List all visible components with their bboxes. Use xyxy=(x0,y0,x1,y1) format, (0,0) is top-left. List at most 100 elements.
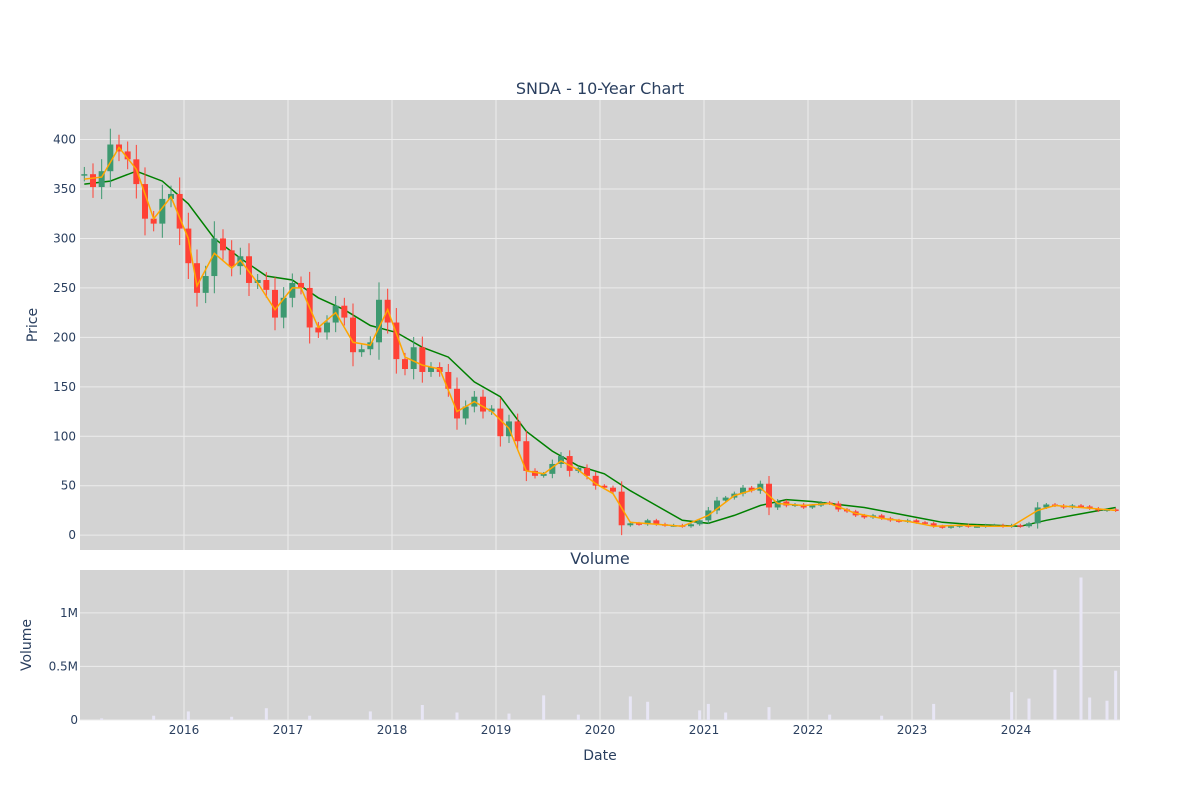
candle-body xyxy=(653,520,660,525)
candle-body xyxy=(714,500,720,511)
price-y-tick-label: 400 xyxy=(53,133,76,147)
x-tick-label: 2020 xyxy=(585,723,616,737)
candle-body xyxy=(107,144,114,172)
volume-bar xyxy=(542,695,546,720)
price-y-axis-label: Price xyxy=(25,308,41,342)
volume-bar xyxy=(932,703,936,720)
candle-body xyxy=(566,456,573,471)
x-axis-label: Date xyxy=(583,748,616,764)
candle-body xyxy=(930,523,937,527)
candle-body xyxy=(410,347,417,370)
candle-body xyxy=(402,359,408,370)
moving-average-short xyxy=(84,146,1116,528)
candle-body xyxy=(1078,505,1084,507)
volume-bar xyxy=(264,708,268,720)
candle-body xyxy=(1034,507,1041,524)
volume-bar xyxy=(576,714,580,720)
volume-chart-title: Volume xyxy=(570,549,630,568)
candle-body xyxy=(298,282,304,288)
x-tick-label: 2022 xyxy=(793,723,824,737)
volume-bar xyxy=(628,696,632,720)
candle-body xyxy=(922,522,928,524)
candle-body xyxy=(194,263,200,293)
volume-bar xyxy=(1088,697,1092,720)
candle-body xyxy=(610,487,616,492)
candle-body xyxy=(81,174,88,176)
candle-body xyxy=(939,526,946,528)
volume-bars xyxy=(100,577,1118,720)
volume-bar xyxy=(507,713,511,720)
candle-body xyxy=(159,198,166,224)
candle-body xyxy=(263,280,270,290)
candle-body xyxy=(644,520,651,525)
candle-body xyxy=(350,317,356,353)
candle-body xyxy=(98,171,105,188)
volume-bar xyxy=(1027,698,1031,720)
candle-body xyxy=(124,151,131,160)
candle-body xyxy=(558,456,564,464)
candle-body xyxy=(774,501,781,508)
volume-bar xyxy=(706,703,710,720)
ma-long-line xyxy=(84,170,1116,528)
candle-body xyxy=(332,305,339,323)
candle-body xyxy=(584,467,590,476)
candle-body xyxy=(636,523,642,525)
volume-y-tick-label: 1M xyxy=(60,606,78,620)
candle-body xyxy=(878,515,885,519)
x-tick-label: 2018 xyxy=(377,723,408,737)
candle-body xyxy=(254,280,261,283)
candle-body xyxy=(1043,504,1050,508)
candle-body xyxy=(246,256,252,283)
candle-body xyxy=(176,193,183,229)
volume-bar xyxy=(1079,577,1083,720)
candle-body xyxy=(202,276,209,293)
candle-body xyxy=(480,396,486,412)
volume-bar xyxy=(724,712,728,720)
moving-average-long xyxy=(84,170,1116,528)
volume-x-tick-labels: 2016 2017 2018 2019 2020 2021 2022 2023 2024 xyxy=(169,723,1032,737)
candle-body xyxy=(974,526,980,528)
candle-body xyxy=(133,159,140,185)
price-y-tick-label: 100 xyxy=(53,429,76,443)
price-y-tick-label: 300 xyxy=(53,231,76,245)
candle-body xyxy=(532,470,538,476)
volume-y-tick-label: 0.5M xyxy=(49,659,78,673)
candle-body xyxy=(393,322,400,360)
candle-body xyxy=(315,327,322,333)
candle-body xyxy=(220,238,226,251)
candle-body xyxy=(454,388,460,419)
volume-bar xyxy=(152,715,156,720)
price-y-tick-labels: 0 50 100 150 200 250 300 350 400 xyxy=(53,133,76,543)
volume-bar xyxy=(368,711,372,720)
candle-body xyxy=(809,505,816,508)
price-y-tick-label: 50 xyxy=(61,479,76,493)
volume-bar xyxy=(1114,670,1118,720)
candle-body xyxy=(376,299,382,343)
candle-body xyxy=(540,473,547,476)
volume-bar xyxy=(646,701,650,720)
candle-body xyxy=(428,367,434,372)
price-y-tick-label: 200 xyxy=(53,330,76,344)
volume-bar xyxy=(100,718,104,720)
volume-gridlines xyxy=(80,570,1120,721)
candle-body xyxy=(280,297,287,318)
price-gridlines xyxy=(80,100,1120,550)
candle-body xyxy=(142,184,148,219)
volume-bar xyxy=(767,707,771,720)
candle-body xyxy=(324,322,330,333)
candle-body xyxy=(211,238,218,277)
price-y-tick-label: 150 xyxy=(53,380,76,394)
volume-bar xyxy=(1105,700,1109,720)
x-tick-label: 2016 xyxy=(169,723,200,737)
candle-body xyxy=(549,463,556,474)
candle-body xyxy=(948,526,954,528)
candle-body xyxy=(861,515,868,518)
volume-y-axis-label: Volume xyxy=(19,619,35,671)
candle-body xyxy=(523,441,530,471)
x-tick-label: 2023 xyxy=(897,723,928,737)
candle-body xyxy=(419,347,426,372)
x-tick-label: 2021 xyxy=(689,723,720,737)
price-y-tick-label: 0 xyxy=(68,528,76,542)
